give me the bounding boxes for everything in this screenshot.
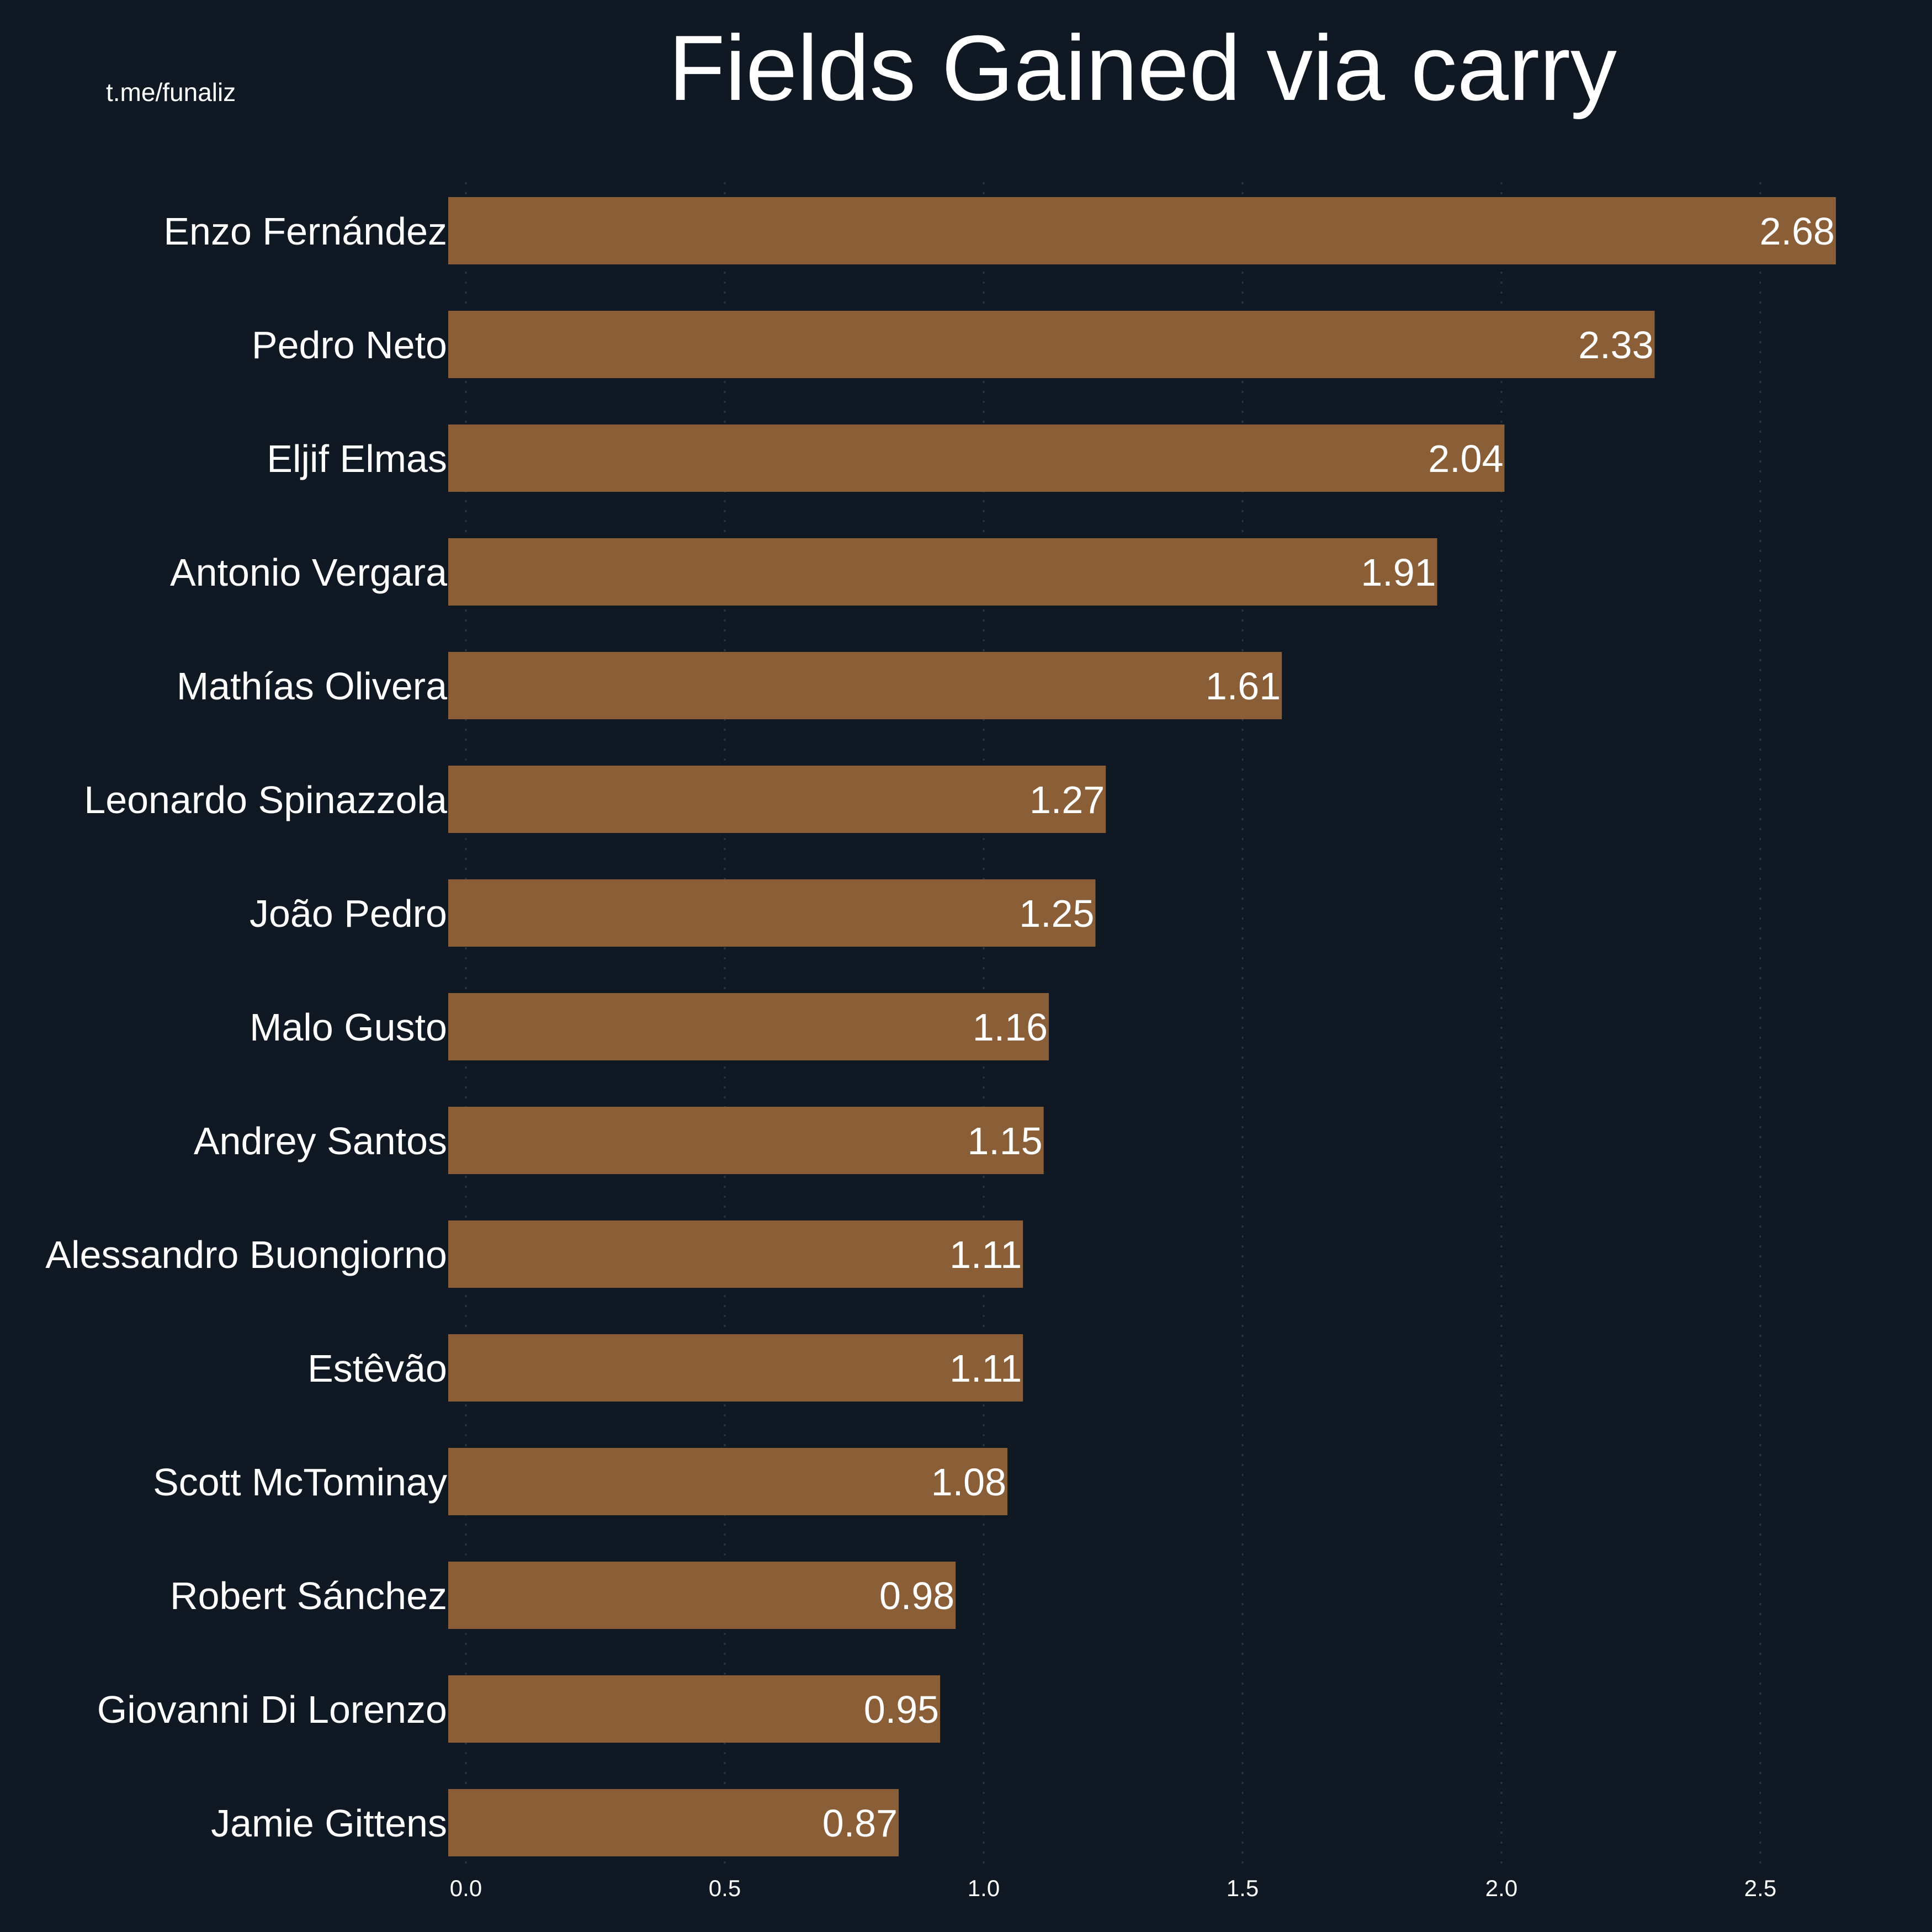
bar <box>448 1334 1023 1402</box>
bar <box>448 538 1437 606</box>
value-label: 1.61 <box>1206 665 1281 708</box>
bars <box>448 197 1836 1856</box>
category-label: Eljif Elmas <box>267 437 447 480</box>
x-tick-label: 2.5 <box>1744 1875 1776 1901</box>
bar <box>448 1562 956 1629</box>
category-label: João Pedro <box>250 892 447 935</box>
category-label: Scott McTominay <box>153 1461 447 1504</box>
category-label: Mathías Olivera <box>177 665 447 708</box>
category-label: Leonardo Spinazzola <box>84 778 447 821</box>
x-tick-label: 1.5 <box>1227 1875 1259 1901</box>
bar <box>448 311 1655 378</box>
category-label: Estêvão <box>307 1347 447 1390</box>
value-label: 1.25 <box>1019 892 1094 935</box>
bar <box>448 652 1282 719</box>
x-tick-label: 0.5 <box>709 1875 741 1901</box>
bar <box>448 1107 1044 1174</box>
value-label: 0.95 <box>864 1688 939 1731</box>
value-label: 1.11 <box>949 1233 1022 1276</box>
value-label: 1.27 <box>1029 778 1105 821</box>
value-label: 1.15 <box>967 1119 1042 1163</box>
category-label: Andrey Santos <box>194 1119 447 1163</box>
bar <box>448 1675 941 1743</box>
bar <box>448 766 1106 833</box>
category-label: Jamie Gittens <box>211 1802 447 1845</box>
value-label: 2.04 <box>1428 437 1503 480</box>
value-label: 1.91 <box>1361 551 1436 594</box>
watermark: t.me/funaliz <box>106 78 236 107</box>
category-labels: Enzo Fernández Pedro Neto Eljif Elmas Anton… <box>45 210 447 1845</box>
bar <box>448 197 1836 264</box>
bar <box>448 424 1505 492</box>
category-label: Robert Sánchez <box>170 1574 447 1617</box>
x-tick-label: 2.0 <box>1485 1875 1517 1901</box>
x-tick-label: 0.0 <box>450 1875 482 1901</box>
category-label: Alessandro Buongiorno <box>45 1233 447 1276</box>
bar <box>448 1448 1008 1515</box>
x-tick-label: 1.0 <box>968 1875 1000 1901</box>
category-label: Pedro Neto <box>252 323 447 367</box>
value-label: 0.98 <box>879 1574 954 1617</box>
category-label: Malo Gusto <box>250 1006 447 1049</box>
bar <box>448 993 1049 1060</box>
value-label: 2.33 <box>1578 323 1653 367</box>
value-label: 1.11 <box>949 1347 1022 1390</box>
bar <box>448 1789 899 1856</box>
x-tick-labels: 0.0 0.5 1.0 1.5 2.0 2.5 <box>450 1875 1776 1901</box>
value-label: 1.08 <box>931 1461 1006 1504</box>
category-label: Giovanni Di Lorenzo <box>97 1688 447 1731</box>
chart-title: Fields Gained via carry <box>668 16 1617 120</box>
value-label: 1.16 <box>973 1006 1048 1049</box>
bar <box>448 1220 1023 1288</box>
category-label: Enzo Fernández <box>163 210 447 253</box>
bar <box>448 879 1096 947</box>
category-label: Antonio Vergara <box>170 551 447 594</box>
value-labels: 2.68 2.33 2.04 1.91 1.61 1.27 1.25 1.16 1.15 1.11… <box>822 210 1835 1845</box>
value-label: 0.87 <box>822 1802 898 1845</box>
value-label: 2.68 <box>1760 210 1835 253</box>
